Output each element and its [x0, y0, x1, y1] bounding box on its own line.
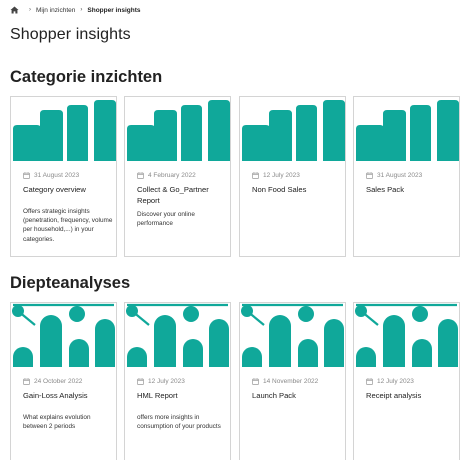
report-card[interactable]: 31 August 2023 Sales Pack — [353, 96, 460, 257]
breadcrumb-link-mijn-inzichten[interactable]: Mijn inzichten — [36, 6, 76, 14]
calendar-icon — [252, 378, 259, 385]
calendar-icon — [366, 172, 373, 179]
card-title[interactable]: Category overview — [23, 185, 86, 194]
card-date: 14 November 2022 — [263, 378, 319, 385]
card-date: 12 July 2023 — [377, 378, 414, 385]
bar-chart-banner-image — [127, 100, 230, 161]
bar-chart-banner-image — [356, 100, 459, 161]
report-card[interactable]: 14 November 2022 Launch Pack — [239, 302, 346, 460]
section-title-categorie-inzichten: Categorie inzichten — [10, 68, 163, 86]
lollipop-chart-banner-image — [12, 303, 115, 367]
calendar-icon — [366, 378, 373, 385]
home-icon[interactable] — [10, 6, 19, 14]
report-card[interactable]: 12 July 2023 HML Report offers more insi… — [124, 302, 231, 460]
card-meta: 31 August 2023 — [23, 172, 79, 179]
breadcrumb-current: Shopper insights — [87, 6, 141, 14]
card-meta: 24 October 2022 — [23, 378, 82, 385]
calendar-icon — [23, 378, 30, 385]
card-description: Offers strategic insights (penetration, … — [23, 208, 113, 243]
card-meta: 31 August 2023 — [366, 172, 422, 179]
page-title: Shopper insights — [10, 26, 131, 43]
card-title[interactable]: Launch Pack — [252, 391, 296, 400]
card-date: 31 August 2023 — [377, 172, 423, 179]
card-meta: 12 July 2023 — [366, 378, 414, 385]
card-title[interactable]: Gain-Loss Analysis — [23, 391, 88, 400]
report-card[interactable]: 24 October 2022 Gain-Loss Analysis What … — [10, 302, 117, 460]
bar-chart-banner-image — [13, 100, 116, 161]
card-meta: 4 February 2022 — [137, 172, 196, 179]
calendar-icon — [252, 172, 259, 179]
bar-chart-banner-image — [242, 100, 345, 161]
calendar-icon — [137, 172, 144, 179]
calendar-icon — [23, 172, 30, 179]
report-card[interactable]: 31 August 2023 Category overview Offers … — [10, 96, 117, 257]
card-description: offers more insights in consumption of y… — [137, 414, 221, 431]
card-meta: 12 July 2023 — [137, 378, 185, 385]
card-date: 12 July 2023 — [263, 172, 300, 179]
report-card[interactable]: 12 July 2023 Receipt analysis — [353, 302, 460, 460]
card-meta: 12 July 2023 — [252, 172, 300, 179]
card-title[interactable]: HML Report — [137, 391, 178, 400]
lollipop-chart-banner-image — [126, 303, 229, 367]
chevron-right-icon: › — [29, 7, 31, 13]
chevron-right-icon: › — [80, 7, 83, 13]
card-title[interactable]: Receipt analysis — [366, 391, 422, 400]
section-title-diepteanalyses: Diepteanalyses — [10, 274, 131, 292]
card-title[interactable]: Non Food Sales — [252, 185, 307, 194]
card-meta: 14 November 2022 — [252, 378, 318, 385]
card-date: 12 July 2023 — [148, 378, 185, 385]
card-title[interactable]: Sales Pack — [366, 185, 404, 194]
card-date: 31 August 2023 — [34, 172, 80, 179]
card-title[interactable]: Collect & Go_Partner Report — [137, 185, 209, 205]
breadcrumb: › Mijn inzichten › Shopper insights — [10, 4, 140, 16]
card-description: What explains evolution between 2 period… — [23, 414, 91, 431]
card-date: 24 October 2022 — [34, 378, 83, 385]
card-date: 4 February 2022 — [148, 172, 196, 179]
report-card[interactable]: 12 July 2023 Non Food Sales — [239, 96, 346, 257]
report-card[interactable]: 4 February 2022 Collect & Go_Partner Rep… — [124, 96, 231, 257]
lollipop-chart-banner-image — [241, 303, 344, 367]
card-description: Discover your online performance — [137, 211, 195, 228]
calendar-icon — [137, 378, 144, 385]
lollipop-chart-banner-image — [355, 303, 458, 367]
